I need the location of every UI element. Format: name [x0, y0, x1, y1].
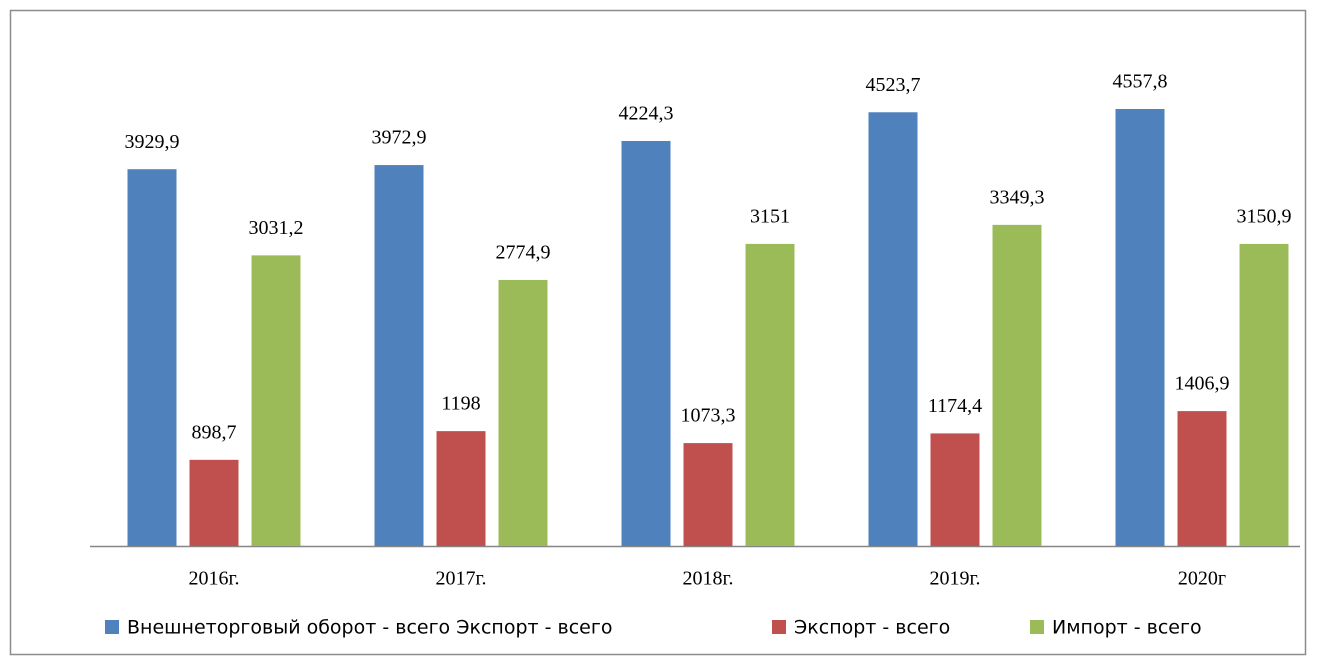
data-label: 3929,9 [125, 131, 180, 153]
bar [745, 243, 795, 546]
data-label: 1198 [441, 393, 480, 415]
data-label: 1073,3 [681, 405, 736, 427]
legend-swatch [772, 620, 786, 634]
x-tick-label: 2016г. [189, 568, 240, 590]
bar [621, 140, 671, 547]
bar [251, 255, 301, 546]
data-label: 3972,9 [372, 127, 427, 149]
legend-label: Импорт - всего [1052, 617, 1202, 639]
data-label: 1406,9 [1175, 373, 1230, 395]
data-label: 3150,9 [1237, 205, 1292, 227]
bar [1115, 109, 1165, 546]
bar [683, 443, 733, 546]
bar [127, 169, 177, 546]
data-label: 4557,8 [1113, 71, 1168, 93]
bar [868, 112, 918, 546]
bar [189, 459, 239, 546]
bar [436, 431, 486, 546]
bar [992, 224, 1042, 546]
data-label: 1174,4 [928, 395, 982, 417]
data-label: 4523,7 [866, 74, 921, 96]
x-tick-label: 2019г. [930, 568, 981, 590]
bar [498, 279, 548, 546]
legend-label: Экспорт - всего [794, 617, 950, 639]
bar [374, 165, 424, 547]
x-tick-label: 2017г. [436, 568, 487, 590]
data-label: 898,7 [192, 421, 237, 443]
legend-label: Внешнеторговый оборот - всего Экспорт - … [127, 617, 612, 639]
data-label: 3031,2 [249, 217, 304, 239]
data-label: 3151 [750, 205, 790, 227]
bar [1239, 243, 1289, 546]
legend-swatch [105, 620, 119, 634]
x-tick-label: 2018г. [683, 568, 734, 590]
data-label: 4224,3 [619, 103, 674, 125]
legend-swatch [1030, 620, 1044, 634]
bar [930, 433, 980, 546]
data-label: 3349,3 [990, 186, 1045, 208]
bar [1177, 411, 1227, 546]
x-tick-label: 2020г [1178, 568, 1226, 590]
data-label: 2774,9 [496, 242, 551, 264]
